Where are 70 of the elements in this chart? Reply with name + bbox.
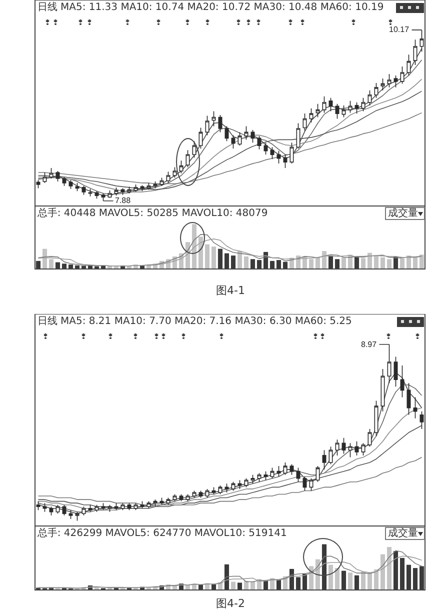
candlestick [348,442,352,458]
candlestick [244,126,248,140]
bar [328,564,334,590]
candlestick [400,66,404,84]
candlestick [114,502,118,511]
chart-title: 总手: 40448 MAVOL5: 50285 MAVOL10: 48079 [36,207,268,219]
candlestick [49,506,54,516]
candlestick [172,166,177,178]
bar [374,256,379,269]
bar [250,582,256,590]
bar [386,546,392,590]
candlestick [322,450,326,470]
bar [412,257,418,269]
bar [211,246,216,269]
bar [419,254,424,269]
bar [204,244,210,269]
candlestick [153,181,158,189]
candlestick [42,502,47,512]
annotation: 10.17 [389,25,410,34]
candlestick [56,504,60,514]
candlestick [380,78,385,91]
bar [322,251,327,269]
bar [386,259,392,269]
candlestick [257,472,262,482]
candlestick [198,490,203,498]
candlestick [42,172,47,184]
candlestick [335,103,340,120]
candlestick [394,75,398,88]
bar [48,259,54,269]
candlestick [192,490,196,498]
bar [348,572,353,590]
candlestick [420,410,424,430]
candlestick [283,154,288,168]
candlestick [134,184,138,192]
bar [374,569,379,590]
bar [400,258,405,269]
dropdown-field: 成交量 [385,527,425,540]
candlestick [270,146,274,160]
bar [380,554,386,590]
caption: 图4-1 [216,284,245,297]
candlestick [56,170,60,182]
candlestick [264,142,268,155]
bar [380,257,386,269]
bar [360,572,366,590]
bar [244,256,249,269]
bar [341,258,346,269]
candlestick [101,502,106,511]
caption: 图4-2 [216,597,245,610]
bar [308,259,314,269]
candlestick [186,150,190,168]
candlestick [387,74,392,88]
bar [367,574,372,590]
chart-title: 日线 MA5: 11.33 MA10: 10.74 MA20: 10.72 MA30: 10.48 MA60: 10.19 [37,1,384,13]
candlestick [368,428,372,448]
candlestick [413,396,418,419]
candlestick [114,187,118,196]
chart-title: 总手: 426299 MAVOL5: 624770 MAVOL10: 519141 [36,527,287,539]
dropdown-field: 成交量 [385,207,425,220]
bar [230,582,236,590]
candlestick [354,440,359,456]
candlestick [108,504,112,512]
candlestick [335,439,340,456]
bar [192,224,197,269]
annotation: 7.88 [115,196,132,205]
annotation: 8.97 [361,340,378,349]
chart-title: 日线 MA5: 8.21 MA10: 7.70 MA20: 7.16 MA30: 6.30 MA60: 5.25 [37,315,352,327]
candlestick [400,365,404,398]
candlestick [374,82,378,98]
candlestick [368,90,372,106]
bar [360,258,366,269]
